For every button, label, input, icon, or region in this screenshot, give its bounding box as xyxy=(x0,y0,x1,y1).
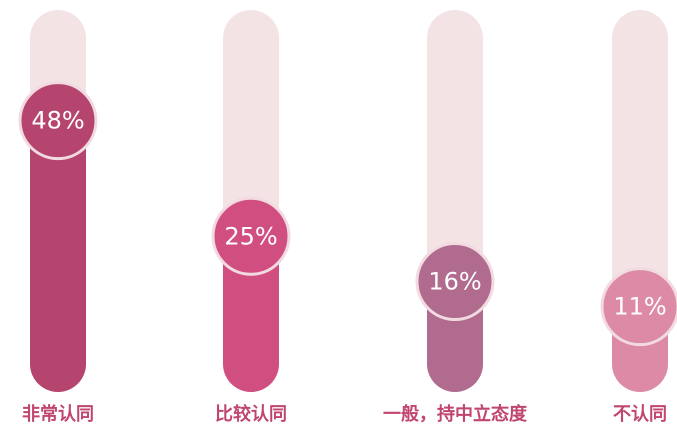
category-label: 一般，持中立态度 xyxy=(383,403,528,425)
category-label: 非常认同 xyxy=(22,403,94,425)
value-label: 25% xyxy=(224,222,277,250)
bar xyxy=(223,236,279,392)
category-label: 不认同 xyxy=(613,403,667,425)
value-bubble xyxy=(211,196,291,276)
value-bubble xyxy=(18,81,98,161)
value-bubble xyxy=(600,267,677,347)
category-label: 比较认同 xyxy=(215,403,287,425)
value-label: 16% xyxy=(428,268,481,296)
value-bubble xyxy=(415,242,495,322)
bar xyxy=(30,120,86,392)
value-label: 48% xyxy=(31,107,84,135)
value-label: 11% xyxy=(613,293,666,321)
